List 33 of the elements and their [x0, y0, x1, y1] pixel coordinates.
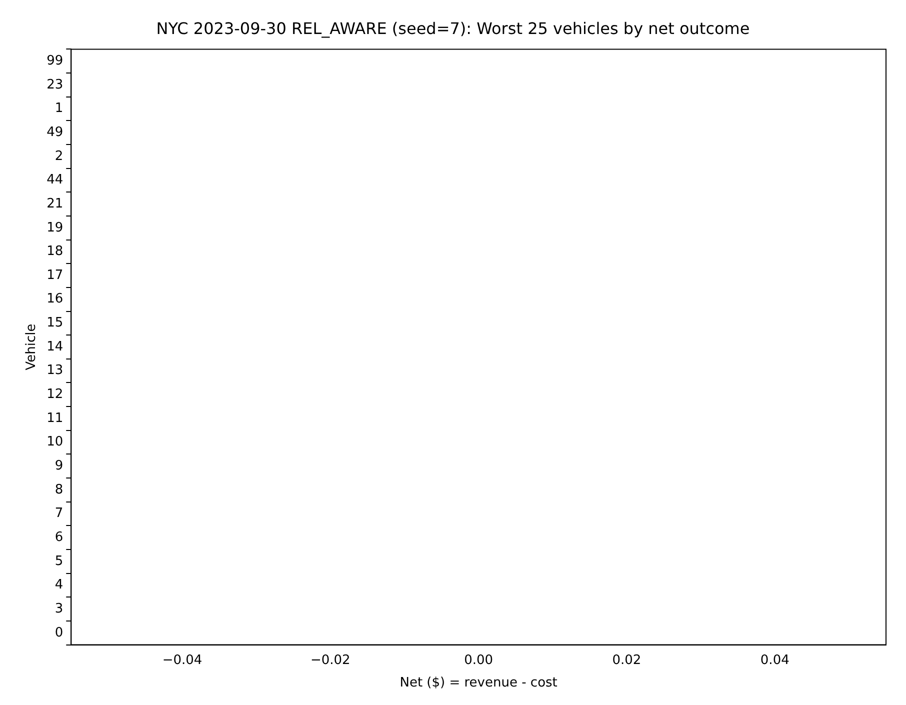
y-tick-label: 6 — [54, 530, 64, 545]
y-tick-label: 4 — [54, 578, 64, 593]
y-tick-label: 7 — [54, 506, 64, 522]
y-tick-label: 0 — [54, 625, 64, 640]
y-tick-label: 23 — [46, 77, 64, 92]
x-tick-label: 0.00 — [464, 652, 494, 668]
y-tick-label: 21 — [46, 196, 64, 212]
y-tick-label: 16 — [46, 292, 64, 307]
y-tick-label: 44 — [46, 172, 64, 188]
chart-title: NYC 2023-09-30 REL_AWARE (seed=7): Worst 25 vehicles by net outcome — [156, 18, 750, 38]
y-tick-label: 10 — [46, 434, 64, 450]
x-tick-label: −0.04 — [162, 652, 202, 668]
y-tick-label: 99 — [46, 53, 64, 68]
y-tick-label: 15 — [46, 316, 64, 331]
y-tick-label: 3 — [54, 601, 64, 616]
y-tick-label: 9 — [54, 458, 64, 474]
y-tick-label: 1 — [54, 101, 64, 116]
y-tick-label: 17 — [46, 268, 64, 283]
y-tick-label: 11 — [46, 410, 64, 426]
y-tick-label: 12 — [46, 387, 64, 402]
y-tick-label: 5 — [54, 554, 64, 569]
x-tick-label: 0.02 — [612, 652, 642, 668]
x-tick-label: −0.02 — [310, 652, 350, 668]
y-tick-label: 13 — [46, 363, 64, 378]
y-tick-label: 8 — [54, 482, 64, 498]
x-axis-title: Net ($) = revenue - cost — [400, 676, 558, 691]
x-tick-label: 0.04 — [760, 652, 790, 668]
y-axis-title: Vehicle — [24, 324, 40, 370]
y-tick-label: 2 — [54, 148, 64, 164]
y-tick-label: 14 — [46, 339, 64, 354]
y-tick-label: 18 — [46, 244, 64, 260]
y-tick-label: 19 — [46, 220, 64, 236]
y-tick-label: 49 — [46, 124, 64, 140]
